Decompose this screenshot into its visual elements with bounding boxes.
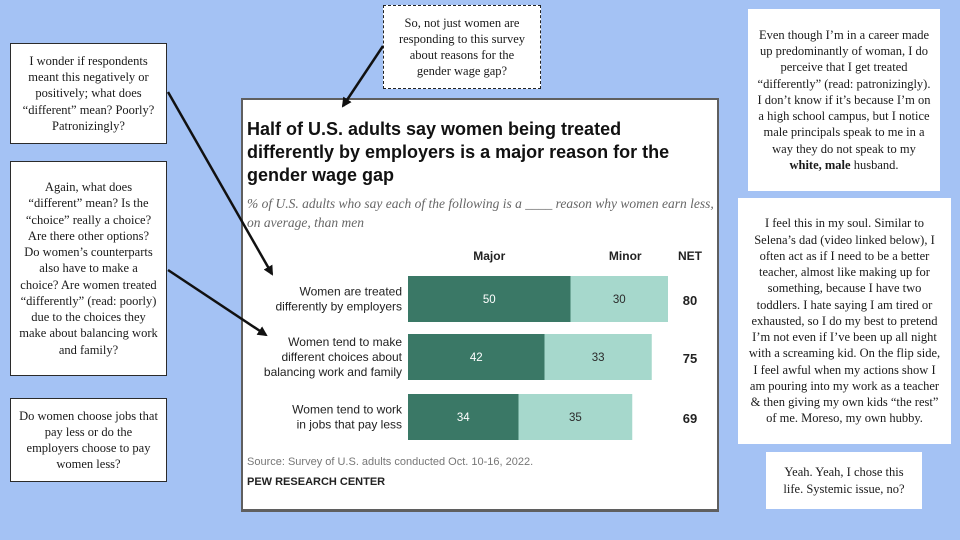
- chart-subtitle: % of U.S. adults who say each of the fol…: [247, 196, 714, 230]
- chart-org-label: PEW RESEARCH CENTER: [247, 476, 386, 488]
- note-systemic-text: Yeah. Yeah, I chose this life. Systemic …: [783, 465, 905, 496]
- data-label-minor-1: 33: [592, 352, 605, 364]
- note-survey-text: So, not just women are responding to thi…: [398, 15, 526, 79]
- note-respondents-text: I wonder if respondents meant this negat…: [22, 53, 155, 133]
- note-career-text-bold: white, male: [789, 157, 851, 172]
- data-label-minor-2: 35: [569, 412, 582, 424]
- chart-source: Source: Survey of U.S. adults conducted …: [247, 456, 534, 468]
- legend-minor: Minor: [609, 249, 642, 263]
- note-soul-text: I feel this in my soul. Similar to Selen…: [748, 216, 941, 426]
- data-label-major-0: 50: [483, 294, 496, 306]
- data-label-minor-0: 30: [613, 294, 626, 306]
- bar-major-1: [408, 334, 545, 380]
- note-jobs-text: Do women choose jobs that pay less or do…: [19, 408, 158, 472]
- category-label-0-1: differently by employers: [275, 300, 402, 314]
- chart-card: Half of U.S. adults say women being trea…: [241, 98, 719, 512]
- data-label-major-1: 42: [470, 352, 483, 364]
- note-respondents-question: I wonder if respondents meant this negat…: [10, 43, 167, 144]
- note-career-text-end: husband.: [850, 157, 899, 172]
- net-value-2: 69: [683, 411, 697, 426]
- legend-net: NET: [678, 249, 703, 263]
- bar-minor-1: [544, 334, 652, 380]
- note-career-text-main: Even though I’m in a career made up pred…: [757, 27, 931, 156]
- category-label-0-0: Women are treated: [300, 285, 403, 299]
- category-label-1-0: Women tend to make: [288, 335, 402, 349]
- legend-major: Major: [473, 249, 505, 263]
- bar-major-0: [408, 276, 571, 322]
- chart-title: Half of U.S. adults say women being trea…: [247, 119, 670, 185]
- category-label-1-1: different choices about: [281, 350, 402, 364]
- bar-minor-2: [518, 394, 633, 440]
- bar-major-2: [408, 394, 519, 440]
- note-career-text: Even though I’m in a career made up pred…: [757, 27, 931, 173]
- data-label-major-2: 34: [457, 412, 470, 424]
- note-survey-question: So, not just women are responding to thi…: [383, 5, 541, 89]
- note-choice-text: Again, what does “different” mean? Is th…: [19, 180, 158, 357]
- category-label-1-2: balancing work and family: [264, 365, 402, 379]
- category-label-2-0: Women tend to work: [292, 403, 403, 417]
- bar-minor-0: [570, 276, 668, 322]
- note-career-experience: Even though I’m in a career made up pred…: [748, 9, 940, 191]
- note-choice-question: Again, what does “different” mean? Is th…: [10, 161, 167, 376]
- category-label-2-1: in jobs that pay less: [297, 418, 402, 432]
- arrow-to-chart-title: [341, 45, 385, 108]
- note-soul-reflection: I feel this in my soul. Similar to Selen…: [738, 198, 951, 444]
- note-jobs-question: Do women choose jobs that pay less or do…: [10, 398, 167, 482]
- net-value-1: 75: [683, 351, 697, 366]
- net-value-0: 80: [683, 293, 697, 308]
- note-systemic-issue: Yeah. Yeah, I chose this life. Systemic …: [766, 452, 922, 509]
